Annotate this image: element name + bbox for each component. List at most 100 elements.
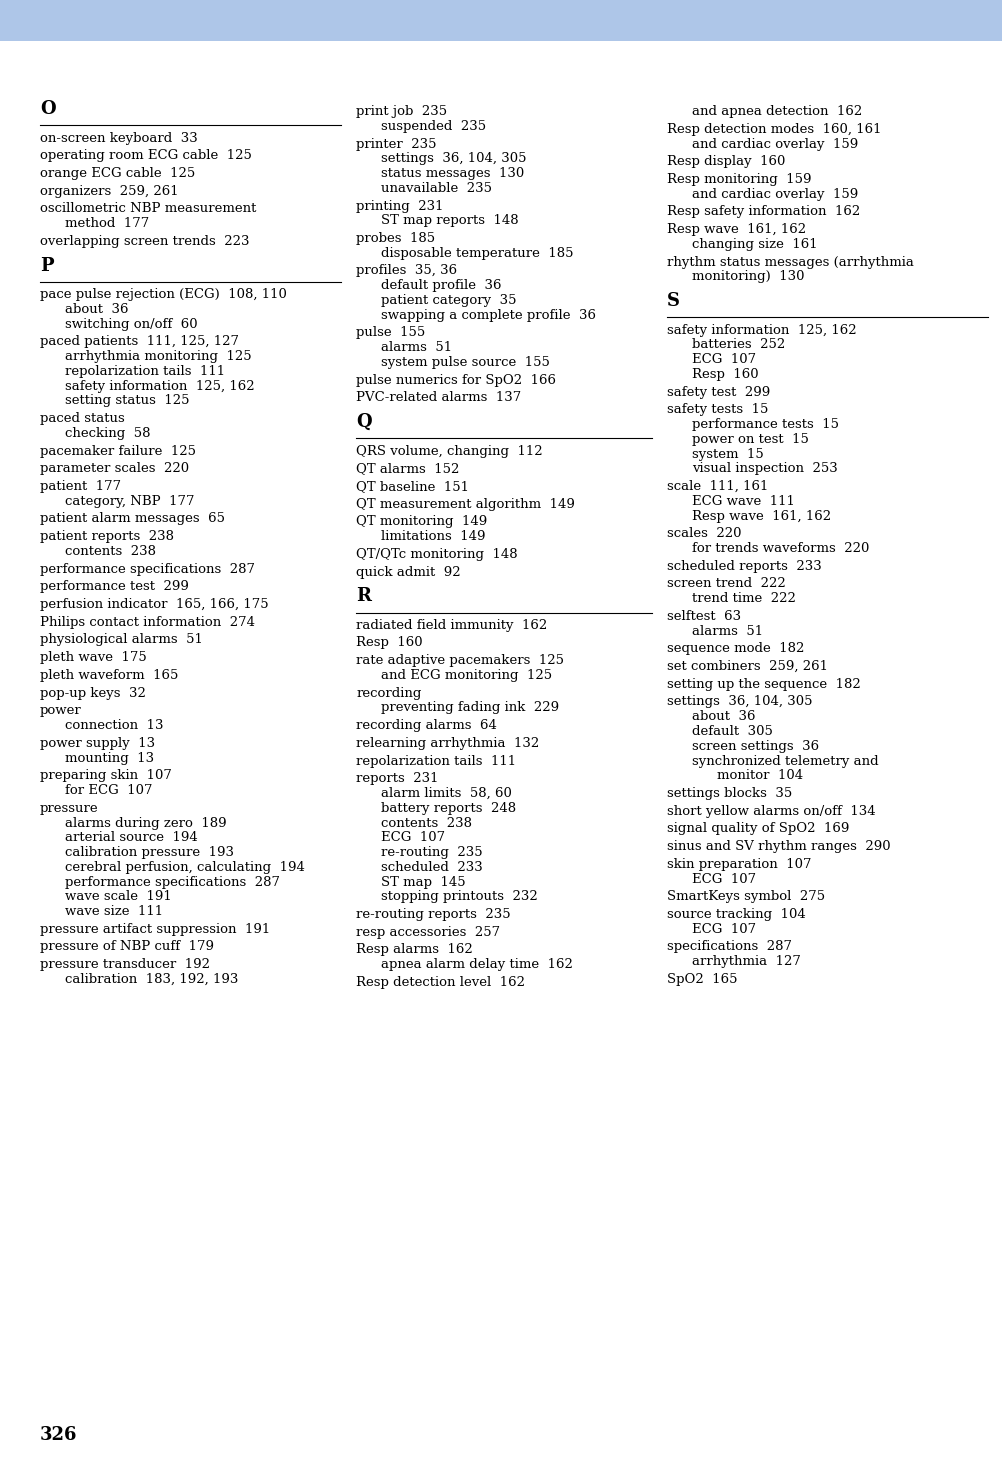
Text: batteries  252: batteries 252 bbox=[691, 338, 785, 351]
Text: SpO2  165: SpO2 165 bbox=[666, 973, 736, 986]
Text: short yellow alarms on/off  134: short yellow alarms on/off 134 bbox=[666, 804, 875, 818]
Text: contents  238: contents 238 bbox=[381, 816, 472, 830]
Text: pressure: pressure bbox=[40, 801, 98, 815]
Text: SmartKeys symbol  275: SmartKeys symbol 275 bbox=[666, 890, 825, 903]
Text: QT baseline  151: QT baseline 151 bbox=[356, 480, 469, 493]
Text: wave size  111: wave size 111 bbox=[65, 905, 163, 918]
Text: physiological alarms  51: physiological alarms 51 bbox=[40, 633, 202, 646]
Text: ECG  107: ECG 107 bbox=[381, 831, 445, 844]
Text: signal quality of SpO2  169: signal quality of SpO2 169 bbox=[666, 822, 849, 835]
Text: checking  58: checking 58 bbox=[65, 427, 150, 440]
Text: orange ECG cable  125: orange ECG cable 125 bbox=[40, 167, 195, 180]
Text: cerebral perfusion, calculating  194: cerebral perfusion, calculating 194 bbox=[65, 861, 305, 874]
Text: pressure of NBP cuff  179: pressure of NBP cuff 179 bbox=[40, 940, 213, 953]
Text: set combiners  259, 261: set combiners 259, 261 bbox=[666, 660, 828, 673]
Text: Resp monitoring  159: Resp monitoring 159 bbox=[666, 173, 811, 186]
Text: radiated field immunity  162: radiated field immunity 162 bbox=[356, 618, 547, 632]
Text: Resp detection level  162: Resp detection level 162 bbox=[356, 976, 524, 989]
Text: settings  36, 104, 305: settings 36, 104, 305 bbox=[666, 695, 812, 708]
Text: and apnea detection  162: and apnea detection 162 bbox=[691, 105, 862, 118]
Text: ECG  107: ECG 107 bbox=[691, 922, 756, 936]
Text: for trends waveforms  220: for trends waveforms 220 bbox=[691, 542, 869, 555]
Text: method  177: method 177 bbox=[65, 217, 149, 230]
Text: ECG wave  111: ECG wave 111 bbox=[691, 494, 795, 508]
Text: alarms  51: alarms 51 bbox=[691, 624, 763, 638]
Text: patient reports  238: patient reports 238 bbox=[40, 530, 174, 543]
Text: pulse  155: pulse 155 bbox=[356, 326, 425, 339]
Text: performance specifications  287: performance specifications 287 bbox=[65, 875, 280, 889]
Text: trend time  222: trend time 222 bbox=[691, 592, 796, 605]
Text: power: power bbox=[40, 704, 82, 717]
Text: reports  231: reports 231 bbox=[356, 772, 438, 785]
Text: profiles  35, 36: profiles 35, 36 bbox=[356, 264, 457, 277]
Text: parameter scales  220: parameter scales 220 bbox=[40, 462, 189, 475]
Text: Resp display  160: Resp display 160 bbox=[666, 155, 785, 168]
Text: Q: Q bbox=[356, 413, 372, 431]
Text: default profile  36: default profile 36 bbox=[381, 279, 501, 292]
Text: rate adaptive pacemakers  125: rate adaptive pacemakers 125 bbox=[356, 654, 563, 667]
Text: about  36: about 36 bbox=[65, 303, 128, 316]
Text: arrhythmia monitoring  125: arrhythmia monitoring 125 bbox=[65, 350, 252, 363]
Text: probes  185: probes 185 bbox=[356, 232, 435, 245]
Text: for ECG  107: for ECG 107 bbox=[65, 784, 152, 797]
Text: safety information  125, 162: safety information 125, 162 bbox=[65, 379, 255, 393]
Text: scheduled reports  233: scheduled reports 233 bbox=[666, 559, 821, 573]
Text: power supply  13: power supply 13 bbox=[40, 737, 155, 750]
Text: Resp  160: Resp 160 bbox=[356, 636, 422, 649]
Text: printer  235: printer 235 bbox=[356, 137, 436, 151]
Text: safety tests  15: safety tests 15 bbox=[666, 403, 768, 416]
Text: paced patients  111, 125, 127: paced patients 111, 125, 127 bbox=[40, 335, 238, 348]
Text: stopping printouts  232: stopping printouts 232 bbox=[381, 890, 537, 903]
Text: pleth waveform  165: pleth waveform 165 bbox=[40, 669, 178, 682]
Text: PVC-related alarms  137: PVC-related alarms 137 bbox=[356, 391, 521, 404]
Text: limitations  149: limitations 149 bbox=[381, 530, 485, 543]
Text: sinus and SV rhythm ranges  290: sinus and SV rhythm ranges 290 bbox=[666, 840, 890, 853]
Text: contents  238: contents 238 bbox=[65, 545, 156, 558]
Text: apnea alarm delay time  162: apnea alarm delay time 162 bbox=[381, 958, 572, 971]
Text: unavailable  235: unavailable 235 bbox=[381, 182, 492, 195]
Text: connection  13: connection 13 bbox=[65, 719, 163, 732]
Text: safety information  125, 162: safety information 125, 162 bbox=[666, 323, 856, 337]
Text: calibration  183, 192, 193: calibration 183, 192, 193 bbox=[65, 973, 238, 986]
Text: battery reports  248: battery reports 248 bbox=[381, 801, 516, 815]
Text: re-routing reports  235: re-routing reports 235 bbox=[356, 908, 510, 921]
Text: mounting  13: mounting 13 bbox=[65, 751, 154, 765]
Text: rhythm status messages (arrhythmia: rhythm status messages (arrhythmia bbox=[666, 255, 913, 269]
Text: about  36: about 36 bbox=[691, 710, 755, 723]
Text: repolarization tails  111: repolarization tails 111 bbox=[65, 365, 225, 378]
Text: perfusion indicator  165, 166, 175: perfusion indicator 165, 166, 175 bbox=[40, 598, 269, 611]
Text: changing size  161: changing size 161 bbox=[691, 238, 817, 251]
Text: scheduled  233: scheduled 233 bbox=[381, 861, 482, 874]
Text: arterial source  194: arterial source 194 bbox=[65, 831, 197, 844]
Text: patient category  35: patient category 35 bbox=[381, 294, 516, 307]
Text: Resp safety information  162: Resp safety information 162 bbox=[666, 205, 860, 218]
Text: recording alarms  64: recording alarms 64 bbox=[356, 719, 496, 732]
Text: status messages  130: status messages 130 bbox=[381, 167, 524, 180]
Text: paced status: paced status bbox=[40, 412, 124, 425]
Text: safety test  299: safety test 299 bbox=[666, 385, 770, 399]
Text: screen settings  36: screen settings 36 bbox=[691, 739, 819, 753]
Text: alarms during zero  189: alarms during zero 189 bbox=[65, 816, 226, 830]
Text: and ECG monitoring  125: and ECG monitoring 125 bbox=[381, 669, 552, 682]
Text: Resp  160: Resp 160 bbox=[691, 368, 758, 381]
Text: patient  177: patient 177 bbox=[40, 480, 121, 493]
Text: wave scale  191: wave scale 191 bbox=[65, 890, 171, 903]
Text: pace pulse rejection (ECG)  108, 110: pace pulse rejection (ECG) 108, 110 bbox=[40, 288, 287, 301]
Text: ECG  107: ECG 107 bbox=[691, 872, 756, 886]
Text: QT/QTc monitoring  148: QT/QTc monitoring 148 bbox=[356, 548, 517, 561]
Text: calibration pressure  193: calibration pressure 193 bbox=[65, 846, 233, 859]
Text: overlapping screen trends  223: overlapping screen trends 223 bbox=[40, 235, 249, 248]
Text: quick admit  92: quick admit 92 bbox=[356, 565, 460, 579]
Text: relearning arrhythmia  132: relearning arrhythmia 132 bbox=[356, 737, 539, 750]
Text: 326: 326 bbox=[40, 1426, 77, 1444]
Text: ST map  145: ST map 145 bbox=[381, 875, 465, 889]
Text: scales  220: scales 220 bbox=[666, 527, 740, 540]
Text: monitor  104: monitor 104 bbox=[716, 769, 803, 782]
Bar bbox=[0, 0, 1002, 41]
Text: alarms  51: alarms 51 bbox=[381, 341, 452, 354]
Text: P: P bbox=[40, 257, 54, 275]
Text: pressure transducer  192: pressure transducer 192 bbox=[40, 958, 209, 971]
Text: QT monitoring  149: QT monitoring 149 bbox=[356, 515, 487, 528]
Text: settings  36, 104, 305: settings 36, 104, 305 bbox=[381, 152, 526, 165]
Text: skin preparation  107: skin preparation 107 bbox=[666, 858, 811, 871]
